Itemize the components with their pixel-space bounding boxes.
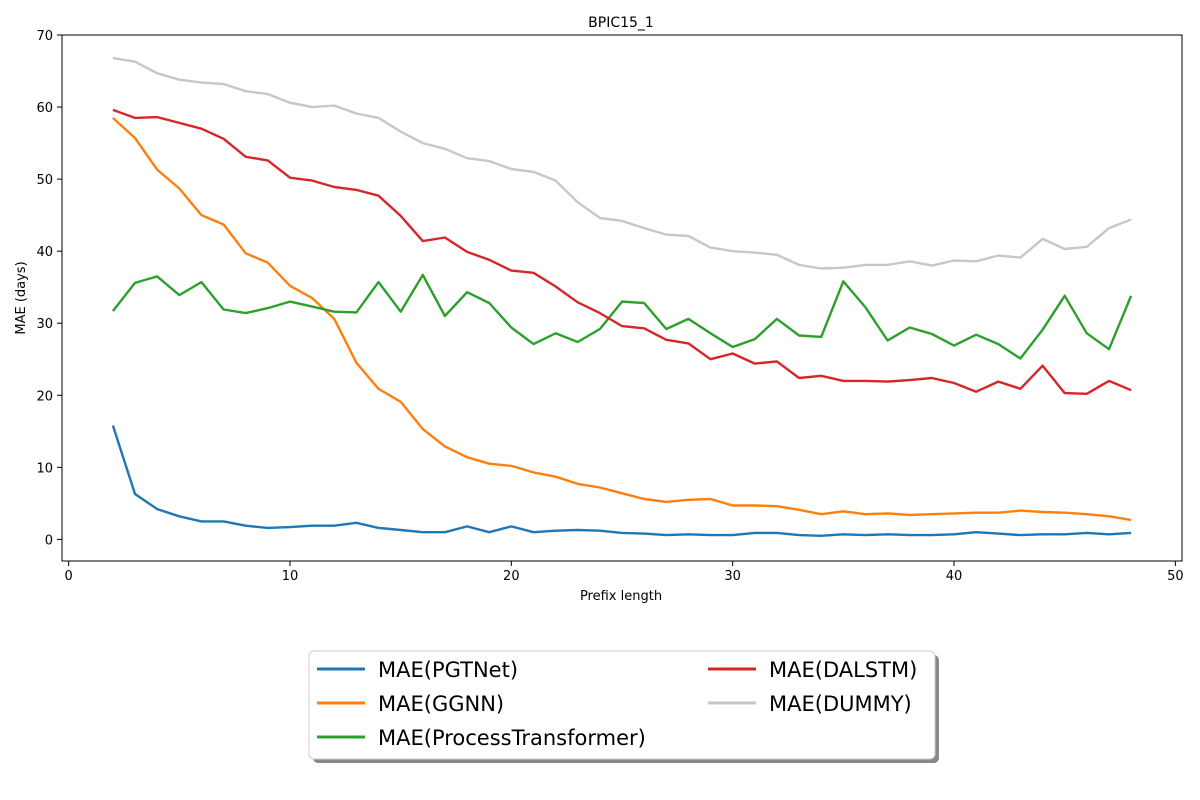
series-layer	[111, 56, 1133, 537]
y-tick-label: 60	[36, 101, 53, 116]
series-line-1	[111, 425, 1132, 537]
plot-frame	[61, 34, 1183, 562]
legend-label-5: MAE(DUMMY)	[769, 692, 912, 716]
x-tick-label: 50	[1167, 569, 1184, 584]
y-tick-label: 0	[45, 533, 53, 548]
legend-label-3: MAE(ProcessTransformer)	[378, 726, 646, 750]
legend-label-2: MAE(GGNN)	[378, 692, 504, 716]
y-tick-label: 50	[36, 173, 53, 188]
y-axis-label: MAE (days)	[14, 261, 29, 334]
x-axis-ticks: 0 10 20 30 40 50	[64, 561, 1184, 584]
y-tick-label: 40	[36, 245, 53, 260]
series-line-5	[112, 56, 1132, 270]
legend-frame	[308, 650, 936, 760]
x-tick-label: 40	[946, 569, 963, 584]
x-tick-label: 20	[503, 569, 520, 584]
legend: MAE(PGTNet) MAE(GGNN) MAE(ProcessTransform…	[308, 650, 939, 763]
y-tick-label: 30	[36, 317, 53, 332]
x-axis-label: Prefix length	[580, 589, 662, 604]
x-tick-label: 10	[282, 569, 299, 584]
x-tick-label: 0	[64, 569, 72, 584]
legend-label-1: MAE(PGTNet)	[378, 658, 518, 682]
y-tick-label: 70	[36, 29, 53, 44]
chart-title: BPIC15_1	[588, 15, 654, 31]
x-tick-label: 30	[724, 569, 741, 584]
legend-label-4: MAE(DALSTM)	[769, 658, 917, 682]
legend-items: MAE(PGTNet) MAE(GGNN) MAE(ProcessTransform…	[317, 658, 917, 750]
plot-area	[61, 34, 1183, 562]
series-line-2	[112, 117, 1132, 522]
series-line-4	[112, 108, 1132, 395]
y-tick-label: 20	[36, 389, 53, 404]
y-tick-label: 10	[36, 461, 53, 476]
y-axis-ticks: 0 10 20 30 40 50 60 70	[36, 29, 62, 548]
series-line-3	[111, 273, 1133, 360]
